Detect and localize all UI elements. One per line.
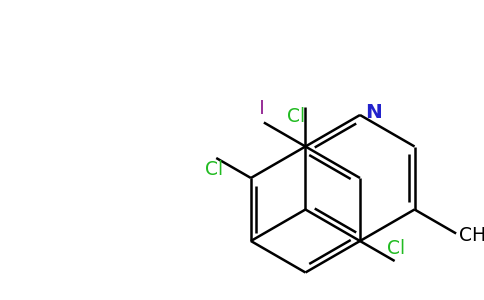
Text: I: I xyxy=(259,98,265,118)
Text: Cl: Cl xyxy=(387,239,406,258)
Text: Cl: Cl xyxy=(287,107,305,127)
Text: Cl: Cl xyxy=(205,160,224,179)
Text: CH₃: CH₃ xyxy=(459,226,484,244)
Text: N: N xyxy=(365,103,382,122)
